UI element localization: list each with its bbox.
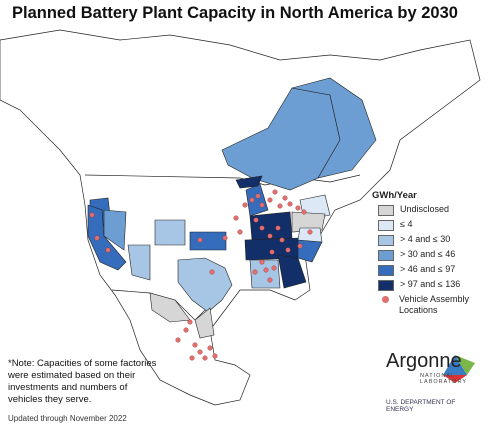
vehicle-location xyxy=(255,193,261,199)
texas xyxy=(177,257,233,313)
legend-item: Vehicle Assembly Locations xyxy=(378,294,497,316)
legend-label: > 30 and ≤ 46 xyxy=(400,249,456,259)
vehicle-location xyxy=(301,209,307,215)
map-title: Planned Battery Plant Capacity in North … xyxy=(12,4,458,22)
legend-swatch xyxy=(378,220,394,231)
legend-item: > 97 and ≤ 136 xyxy=(378,279,497,291)
georgia xyxy=(277,254,307,289)
vehicle-location xyxy=(271,265,277,271)
vehicle-location xyxy=(89,212,95,218)
legend-label: > 46 and ≤ 97 xyxy=(400,264,456,274)
legend-item: > 46 and ≤ 97 xyxy=(378,264,497,276)
vehicle-location xyxy=(242,202,248,208)
vehicle-location xyxy=(202,355,208,361)
note: *Note: Capacities of some factories were… xyxy=(8,358,157,405)
legend-item: > 4 and ≤ 30 xyxy=(378,234,497,246)
california xyxy=(87,204,127,271)
vehicle-location xyxy=(212,353,218,359)
legend-swatch xyxy=(378,265,394,276)
legend-label: Undisclosed xyxy=(400,204,450,214)
pennsylvania xyxy=(291,211,326,233)
legend-swatch xyxy=(378,250,394,261)
vehicle-location xyxy=(277,203,283,209)
nevada xyxy=(103,209,127,251)
vehicle-location xyxy=(183,327,189,333)
vehicle-location xyxy=(253,217,259,223)
legend-label: Vehicle Assembly Locations xyxy=(399,294,470,315)
vehicle-location xyxy=(222,235,228,241)
legend-swatch xyxy=(382,296,389,303)
vehicle-location xyxy=(209,269,215,275)
legend-title: GWh/Year xyxy=(372,190,417,201)
vehicle-location xyxy=(279,237,285,243)
vehicle-location xyxy=(267,233,273,239)
legend-item: Undisclosed xyxy=(378,204,497,216)
mexico-east xyxy=(194,307,215,339)
vehicle-location xyxy=(233,215,239,221)
logo-doe: U.S. DEPARTMENT OF ENERGY xyxy=(386,399,456,413)
vehicle-location xyxy=(197,237,203,243)
michigan-up xyxy=(235,175,263,189)
legend-item: ≤ 4 xyxy=(378,219,497,231)
vehicle-location xyxy=(105,247,111,253)
vehicle-location xyxy=(263,267,269,273)
vehicle-location xyxy=(275,225,281,231)
vehicle-location xyxy=(307,229,313,235)
argonne-mark xyxy=(443,355,475,383)
quebec xyxy=(291,77,377,179)
legend-swatch xyxy=(378,205,394,216)
vehicle-location xyxy=(267,197,273,203)
vehicle-location xyxy=(249,197,255,203)
legend-label: > 97 and ≤ 136 xyxy=(400,279,461,289)
vehicle-location xyxy=(282,195,288,201)
vehicle-location xyxy=(295,205,301,211)
vehicle-location xyxy=(259,202,265,208)
legend-label: ≤ 4 xyxy=(400,219,413,229)
vehicle-location xyxy=(187,319,193,325)
vehicle-location xyxy=(259,259,265,265)
vehicle-location xyxy=(192,342,198,348)
legend-swatch xyxy=(378,280,394,291)
vehicle-location xyxy=(207,345,213,351)
arizona xyxy=(127,244,151,281)
regions xyxy=(87,77,377,339)
vehicle-location xyxy=(259,225,265,231)
vehicle-location xyxy=(272,189,278,195)
vehicle-location xyxy=(297,243,303,249)
logo-name: Argonne xyxy=(386,350,462,372)
mexico-north xyxy=(149,292,191,323)
vehicle-location xyxy=(175,337,181,343)
vehicle-location xyxy=(269,249,275,255)
kansas xyxy=(189,231,227,251)
colorado xyxy=(154,219,186,246)
updated: Updated through November 2022 xyxy=(8,414,127,423)
vehicle-location xyxy=(252,269,258,275)
logo-sub: NATIONAL LABORATORY xyxy=(420,373,467,385)
vehicle-location xyxy=(267,277,273,283)
legend-item: > 30 and ≤ 46 xyxy=(378,249,497,261)
vehicle-location xyxy=(197,349,203,355)
legend-label: > 4 and ≤ 30 xyxy=(400,234,451,244)
legend: GWh/Year Undisclosed ≤ 4 > 4 and ≤ 30 > 30 … xyxy=(372,190,497,316)
logo: Argonne NATIONAL LABORATORY U.S. DEPARTM… xyxy=(386,350,496,413)
vehicle-locations xyxy=(89,189,313,361)
vehicle-location xyxy=(285,247,291,253)
kentucky-tennessee xyxy=(244,237,301,261)
legend-swatch xyxy=(378,235,394,246)
virginia xyxy=(297,227,323,243)
vehicle-location xyxy=(189,355,195,361)
vehicle-location xyxy=(287,201,293,207)
vehicle-location xyxy=(94,235,100,241)
vehicle-location xyxy=(237,229,243,235)
